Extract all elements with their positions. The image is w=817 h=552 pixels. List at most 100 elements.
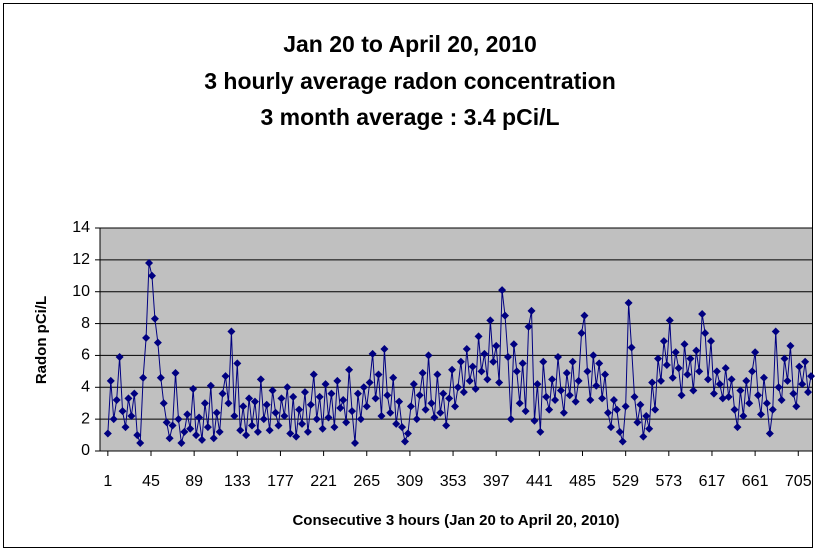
data-point <box>671 348 680 357</box>
data-point <box>353 389 362 398</box>
x-tick-label: 661 <box>742 473 769 490</box>
data-point <box>109 415 118 424</box>
x-tick-label: 573 <box>655 473 682 490</box>
data-point <box>562 368 571 377</box>
y-tick-label: 10 <box>72 283 90 300</box>
data-point <box>509 340 518 349</box>
data-point <box>506 415 515 424</box>
data-point <box>350 439 359 448</box>
data-point <box>242 431 251 440</box>
data-point <box>792 402 801 411</box>
data-point <box>465 376 474 385</box>
data-point <box>265 426 274 435</box>
data-point <box>245 394 254 403</box>
data-point <box>615 427 624 436</box>
x-tick-label: 617 <box>699 473 726 490</box>
data-point <box>762 399 771 408</box>
data-point <box>186 424 195 433</box>
data-point <box>165 434 174 443</box>
data-point <box>624 298 633 307</box>
data-point <box>209 434 218 443</box>
data-point <box>156 373 165 382</box>
data-point <box>262 400 271 409</box>
data-point <box>595 359 604 368</box>
data-point <box>345 365 354 374</box>
data-point <box>389 373 398 382</box>
data-point <box>368 349 377 358</box>
data-point <box>656 376 665 385</box>
data-point <box>698 310 707 319</box>
data-point <box>386 408 395 417</box>
data-point <box>430 413 439 422</box>
data-point <box>221 372 230 381</box>
data-point <box>645 424 654 433</box>
data-point <box>248 421 257 430</box>
data-point <box>448 365 457 374</box>
data-point <box>453 383 462 392</box>
data-point <box>542 392 551 401</box>
data-point <box>315 392 324 401</box>
y-tick-label: 4 <box>81 379 90 396</box>
data-point <box>648 378 657 387</box>
data-point <box>192 431 201 440</box>
data-point <box>218 389 227 398</box>
x-tick-label: 89 <box>185 473 203 490</box>
data-point <box>259 415 268 424</box>
data-point <box>312 415 321 424</box>
data-point <box>718 394 727 403</box>
data-point <box>318 424 327 433</box>
data-point <box>127 411 136 420</box>
data-point <box>701 329 710 338</box>
data-point <box>471 384 480 393</box>
data-point <box>406 402 415 411</box>
data-point <box>365 378 374 387</box>
data-point <box>559 408 568 417</box>
data-point <box>445 394 454 403</box>
data-point <box>612 405 621 414</box>
data-point <box>639 432 648 441</box>
data-point <box>421 405 430 414</box>
data-point <box>807 372 816 381</box>
data-point <box>362 402 371 411</box>
data-point <box>398 423 407 432</box>
data-point <box>409 380 418 389</box>
data-point <box>336 403 345 412</box>
x-tick-label: 177 <box>267 473 294 490</box>
y-tick-label: 6 <box>81 347 90 364</box>
data-point <box>303 427 312 436</box>
data-point <box>765 429 774 438</box>
data-point <box>106 376 115 385</box>
data-point <box>124 394 133 403</box>
data-point <box>439 389 448 398</box>
data-point <box>709 389 718 398</box>
y-tick-label: 14 <box>72 219 90 236</box>
x-tick-label: 265 <box>353 473 380 490</box>
data-point <box>642 411 651 420</box>
data-point <box>371 394 380 403</box>
data-point <box>239 402 248 411</box>
data-point <box>586 396 595 405</box>
data-point <box>668 373 677 382</box>
data-point <box>548 375 557 384</box>
data-point <box>536 427 545 436</box>
data-point <box>195 413 204 422</box>
data-point <box>212 408 221 417</box>
data-point <box>583 367 592 376</box>
data-point <box>545 405 554 414</box>
x-axis-title: Consecutive 3 hours (Jan 20 to April 20,… <box>292 512 619 529</box>
data-point <box>689 386 698 395</box>
data-point <box>474 332 483 341</box>
data-point <box>280 411 289 420</box>
data-point <box>483 375 492 384</box>
data-point <box>309 370 318 379</box>
data-point <box>118 407 127 416</box>
data-point <box>401 437 410 446</box>
data-point <box>300 388 309 397</box>
data-point <box>168 421 177 430</box>
data-point <box>789 389 798 398</box>
data-point <box>571 397 580 406</box>
data-point <box>577 329 586 338</box>
data-point <box>677 391 686 400</box>
data-point <box>359 383 368 392</box>
data-point <box>633 418 642 427</box>
